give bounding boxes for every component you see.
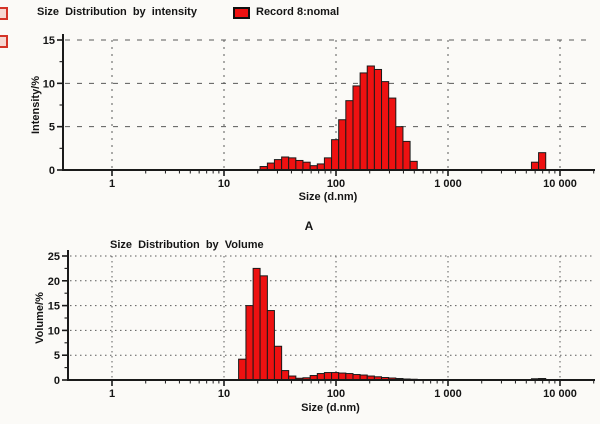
- bar: [366, 65, 375, 171]
- bars-group: [238, 267, 547, 381]
- svg-text:5: 5: [49, 122, 55, 134]
- bar: [331, 139, 340, 171]
- bar: [259, 275, 268, 381]
- bar: [395, 126, 404, 171]
- bar: [338, 119, 347, 171]
- svg-text:1 000: 1 000: [434, 178, 462, 190]
- svg-text:Intensity/%: Intensity/%: [30, 76, 42, 134]
- svg-text:10: 10: [43, 78, 55, 90]
- bar: [402, 140, 411, 171]
- legend-record-label: Record 8:nomal: [256, 6, 340, 18]
- intensity-chart-title: Size Distribution by intensity: [37, 6, 197, 18]
- bar: [281, 156, 290, 171]
- svg-text:1: 1: [109, 388, 115, 400]
- bar: [295, 159, 304, 171]
- red-edge-artifact-top: [0, 7, 8, 20]
- svg-text:Size (d.nm): Size (d.nm): [301, 402, 360, 414]
- svg-text:10: 10: [218, 388, 230, 400]
- volume-chart-title: Size Distribution by Volume: [110, 239, 264, 251]
- svg-text:1: 1: [109, 178, 115, 190]
- bars-group: [259, 65, 547, 171]
- svg-text:10 000: 10 000: [543, 178, 577, 190]
- svg-text:5: 5: [54, 350, 60, 362]
- bar: [331, 372, 340, 381]
- bar: [273, 345, 283, 381]
- svg-text:Volume/%: Volume/%: [34, 292, 46, 344]
- svg-text:15: 15: [48, 301, 60, 313]
- bar: [323, 372, 333, 381]
- svg-text:10: 10: [48, 325, 60, 337]
- bar: [359, 72, 368, 171]
- svg-text:Size (d.nm): Size (d.nm): [299, 191, 358, 203]
- red-edge-artifact-bottom: [0, 35, 8, 48]
- bar: [345, 100, 354, 171]
- bar: [373, 68, 383, 171]
- bar: [338, 372, 347, 381]
- svg-text:25: 25: [48, 251, 60, 263]
- bar: [388, 97, 397, 171]
- panel-a-label: A: [304, 219, 314, 233]
- svg-text:100: 100: [327, 388, 345, 400]
- bar: [409, 160, 418, 171]
- bar: [266, 162, 275, 171]
- svg-text:20: 20: [48, 276, 60, 288]
- bar: [538, 152, 547, 171]
- bar: [302, 161, 311, 171]
- legend-swatch-icon: [233, 7, 250, 19]
- svg-text:1 000: 1 000: [434, 388, 462, 400]
- bar: [252, 267, 261, 381]
- svg-text:10: 10: [218, 178, 230, 190]
- bar: [288, 157, 297, 171]
- bar: [266, 310, 275, 381]
- bar: [245, 305, 254, 381]
- bar: [381, 81, 390, 171]
- svg-text:100: 100: [327, 178, 345, 190]
- svg-text:15: 15: [43, 35, 55, 47]
- bar: [352, 85, 361, 171]
- volume-chart-plot: 0 5 10 15 20 25 1 10 100 1 000 10 000 Size (d.nm) Vo…: [34, 250, 595, 414]
- bar: [273, 159, 283, 171]
- svg-text:0: 0: [54, 375, 60, 387]
- bar: [238, 358, 247, 381]
- svg-text:10 000: 10 000: [543, 388, 577, 400]
- intensity-chart-plot: 0 5 10 15 1 10 100 1 000 10 000 Size (d.nm) Intens…: [30, 34, 595, 203]
- bar: [281, 370, 290, 381]
- bar: [323, 157, 333, 171]
- bar: [530, 161, 540, 171]
- svg-text:0: 0: [49, 165, 55, 177]
